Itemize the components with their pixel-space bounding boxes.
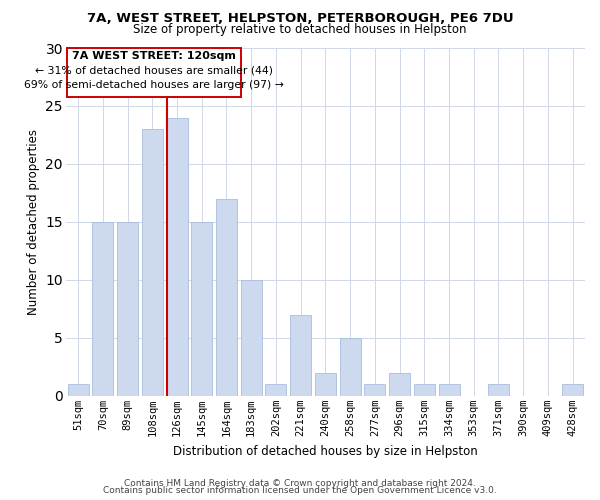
Bar bbox=[216, 199, 237, 396]
Bar bbox=[389, 372, 410, 396]
Y-axis label: Number of detached properties: Number of detached properties bbox=[27, 129, 40, 315]
Bar bbox=[414, 384, 435, 396]
Bar bbox=[241, 280, 262, 396]
Text: Size of property relative to detached houses in Helpston: Size of property relative to detached ho… bbox=[133, 22, 467, 36]
Bar bbox=[68, 384, 89, 396]
Text: ← 31% of detached houses are smaller (44): ← 31% of detached houses are smaller (44… bbox=[35, 66, 273, 76]
Bar bbox=[92, 222, 113, 396]
Bar bbox=[117, 222, 138, 396]
FancyBboxPatch shape bbox=[67, 48, 241, 96]
Bar bbox=[439, 384, 460, 396]
Text: 7A, WEST STREET, HELPSTON, PETERBOROUGH, PE6 7DU: 7A, WEST STREET, HELPSTON, PETERBOROUGH,… bbox=[86, 12, 514, 26]
Text: Contains HM Land Registry data © Crown copyright and database right 2024.: Contains HM Land Registry data © Crown c… bbox=[124, 478, 476, 488]
Bar bbox=[562, 384, 583, 396]
Bar bbox=[364, 384, 385, 396]
Bar bbox=[191, 222, 212, 396]
Bar bbox=[167, 118, 188, 396]
Text: 69% of semi-detached houses are larger (97) →: 69% of semi-detached houses are larger (… bbox=[24, 80, 284, 90]
X-axis label: Distribution of detached houses by size in Helpston: Distribution of detached houses by size … bbox=[173, 444, 478, 458]
Bar bbox=[290, 314, 311, 396]
Text: Contains public sector information licensed under the Open Government Licence v3: Contains public sector information licen… bbox=[103, 486, 497, 495]
Bar bbox=[315, 372, 336, 396]
Text: 7A WEST STREET: 120sqm: 7A WEST STREET: 120sqm bbox=[72, 51, 236, 61]
Bar bbox=[340, 338, 361, 396]
Bar bbox=[265, 384, 286, 396]
Bar bbox=[488, 384, 509, 396]
Bar bbox=[142, 129, 163, 396]
